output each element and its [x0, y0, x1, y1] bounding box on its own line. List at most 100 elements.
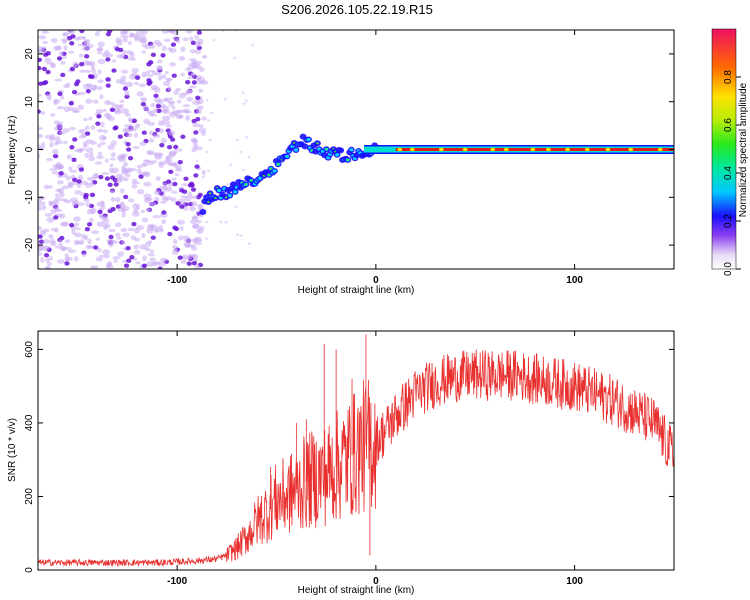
noise-point [88, 116, 93, 121]
noise-point [162, 98, 170, 103]
noise-point [64, 261, 70, 266]
noise-point [208, 138, 212, 142]
y-tick-label: -10 [24, 190, 35, 205]
noise-point [179, 188, 185, 193]
x-tick-label: 100 [566, 275, 583, 286]
noise-point [160, 53, 166, 58]
noise-point [41, 245, 50, 252]
noise-point [83, 192, 89, 198]
noise-point [111, 167, 119, 174]
noise-point [127, 198, 135, 203]
noise-point [188, 36, 194, 42]
noise-point [189, 49, 197, 54]
noise-point [55, 193, 60, 198]
noise-point [40, 111, 46, 115]
noise-point [125, 245, 131, 251]
noise-point [154, 156, 163, 160]
noise-point [91, 68, 96, 74]
noise-point [136, 91, 145, 97]
noise-point [154, 190, 161, 195]
noise-point [161, 30, 169, 34]
noise-point [38, 133, 44, 139]
noise-point [49, 200, 57, 207]
noise-point [156, 99, 164, 105]
noise-point [97, 209, 103, 215]
y-tick-label: 600 [24, 341, 35, 358]
noise-point [163, 38, 171, 43]
carrier-blob [397, 147, 403, 152]
noise-point [194, 61, 203, 65]
track-point-peak [262, 174, 265, 177]
noise-point [78, 129, 84, 134]
noise-point [41, 66, 47, 72]
noise-point [242, 102, 246, 105]
noise-point [38, 226, 42, 231]
noise-point [64, 246, 72, 250]
noise-point [159, 200, 167, 205]
snr-y-label: SNR (10 * v/v) [7, 418, 18, 482]
carrier-blob [657, 147, 663, 152]
noise-point [60, 60, 66, 65]
noise-point [147, 152, 154, 156]
noise-point [235, 138, 239, 142]
noise-point [178, 235, 184, 241]
noise-point [134, 75, 141, 80]
noise-point [123, 263, 130, 268]
noise-point [54, 78, 63, 82]
noise-scatter [38, 30, 255, 269]
noise-point [196, 80, 205, 85]
noise-point [49, 168, 57, 172]
noise-point [44, 134, 52, 139]
noise-point [251, 43, 255, 47]
noise-point [83, 39, 91, 42]
noise-point [82, 143, 87, 149]
noise-point [57, 91, 63, 97]
noise-point [112, 256, 121, 260]
noise-point [180, 134, 186, 140]
track-point-core [335, 153, 340, 157]
noise-point [56, 56, 63, 61]
noise-point [149, 249, 155, 253]
noise-point [131, 184, 138, 189]
noise-point [63, 45, 68, 51]
noise-point [195, 146, 203, 151]
carrier-blob [545, 147, 551, 152]
noise-point [108, 234, 114, 240]
noise-point [185, 256, 193, 260]
y-tick-label: -20 [24, 237, 35, 252]
noise-point [141, 232, 146, 239]
noise-point [205, 150, 209, 154]
noise-point [120, 75, 127, 81]
noise-point [110, 152, 117, 158]
noise-point [147, 252, 156, 257]
track-point-core [217, 188, 222, 193]
noise-point [247, 155, 251, 159]
noise-point [69, 197, 78, 203]
noise-point [159, 128, 164, 134]
noise-point [149, 138, 154, 143]
colorbar-tick-label: 0.6 [723, 118, 734, 132]
noise-point [124, 173, 131, 178]
noise-point [159, 142, 165, 148]
noise-point [173, 226, 180, 232]
noise-point [59, 191, 65, 198]
noise-point [194, 264, 201, 269]
noise-point [77, 104, 85, 111]
noise-point [111, 59, 117, 63]
noise-point [168, 97, 173, 101]
noise-point [201, 169, 206, 176]
noise-point [97, 58, 106, 65]
noise-point [188, 181, 195, 186]
noise-point [38, 127, 43, 130]
noise-point [152, 133, 161, 139]
noise-point [168, 111, 178, 118]
noise-point [100, 200, 105, 205]
noise-point [92, 99, 99, 104]
noise-point [45, 266, 51, 269]
noise-point [121, 165, 127, 171]
noise-point [68, 50, 75, 54]
y-tick-label: 20 [24, 48, 35, 60]
noise-point [162, 182, 167, 186]
noise-point [185, 115, 191, 121]
noise-point [174, 38, 180, 42]
